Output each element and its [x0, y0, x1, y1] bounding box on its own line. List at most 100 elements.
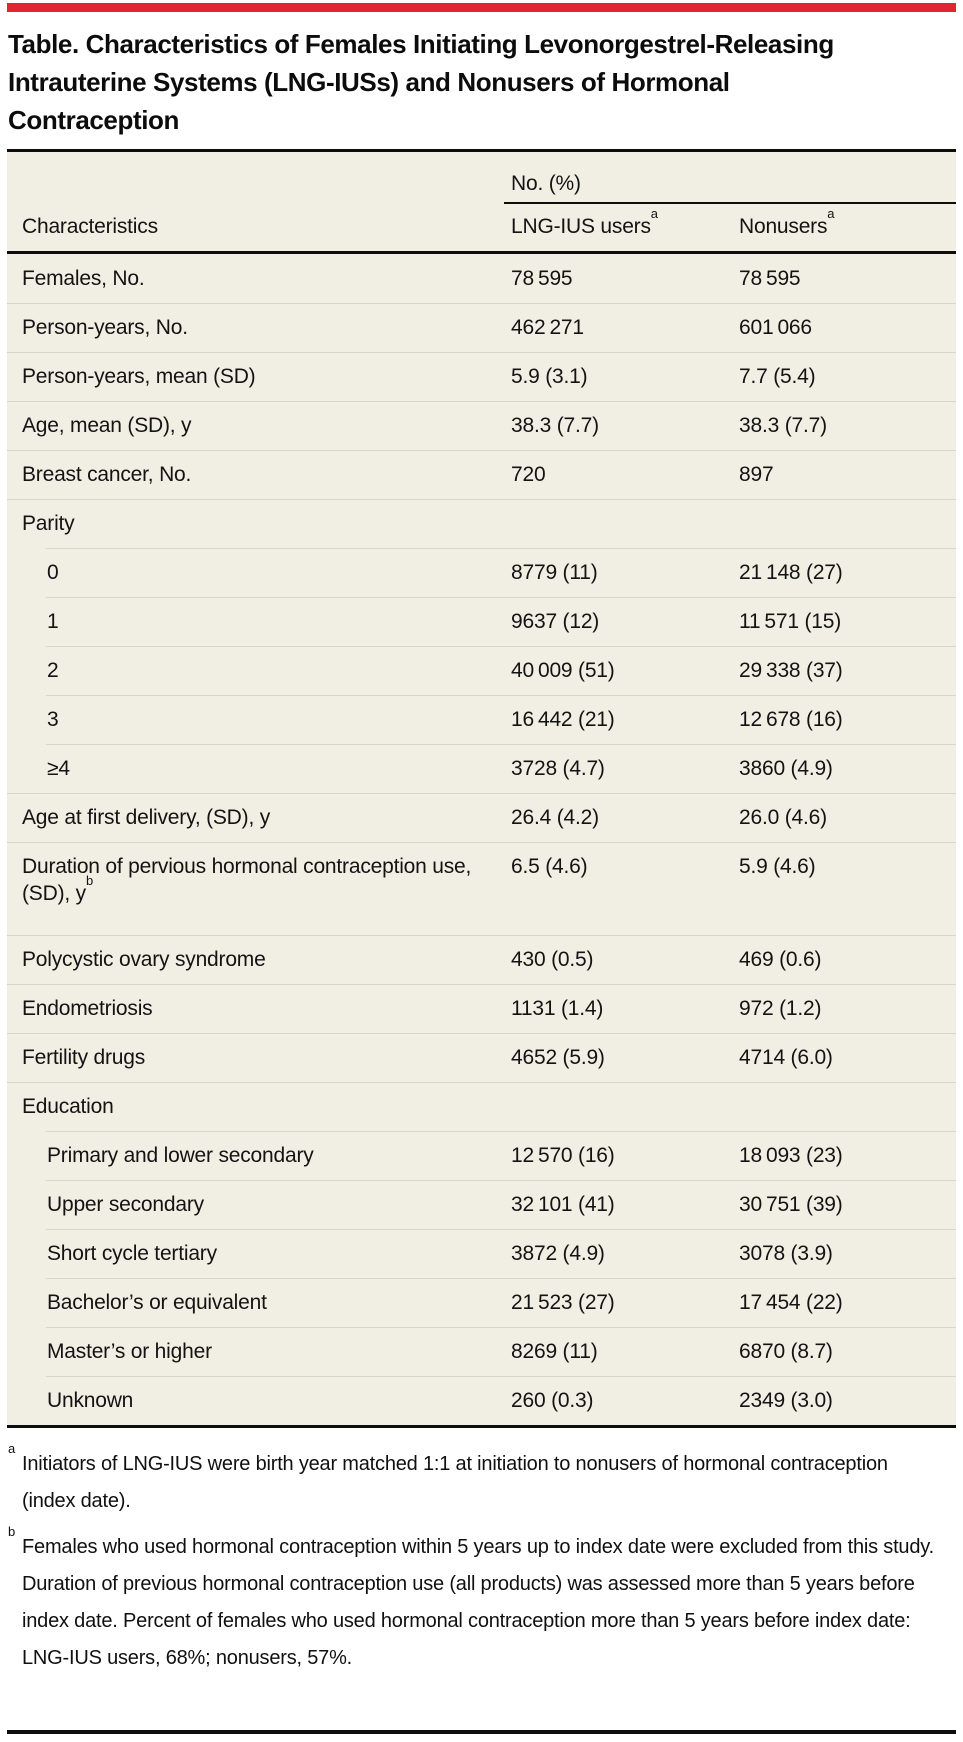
- table-row: 3 16 442 (21) 12 678 (16): [7, 695, 956, 744]
- row-value-lng-ius-users: 78 595: [511, 267, 573, 290]
- table-row: Age, mean (SD), y 38.3 (7.7) 38.3 (7.7): [7, 401, 956, 450]
- row-value-nonusers: 21 148 (27): [739, 561, 843, 584]
- row-label: Age at first delivery, (SD), y: [7, 804, 504, 831]
- table-row: ≥4 3728 (4.7) 3860 (4.9): [7, 744, 956, 793]
- row-label-text: Bachelor’s or equivalent: [47, 1291, 267, 1314]
- row-label: 3: [7, 706, 504, 733]
- row-label: Bachelor’s or equivalent: [7, 1289, 504, 1316]
- row-value-lng-ius-users: 16 442 (21): [511, 708, 615, 731]
- bottom-rule: [7, 1730, 956, 1734]
- row-label: Unknown: [7, 1387, 504, 1414]
- row-value-nonusers: 2349 (3.0): [739, 1389, 833, 1412]
- row-value-nonusers: 11 571 (15): [739, 610, 842, 633]
- column-header-lng-ius-users: LNG-IUS usersa: [504, 204, 732, 251]
- row-value-nonusers: 38.3 (7.7): [739, 414, 827, 437]
- row-label: Polycystic ovary syndrome: [7, 946, 504, 973]
- table-row: Parity: [7, 499, 956, 548]
- row-value-nonusers: 897: [739, 463, 774, 486]
- row-value-lng-ius-users: [504, 1093, 732, 1120]
- row-value-lng-ius-users: 6.5 (4.6): [511, 855, 588, 878]
- row-label-text: Person-years, mean (SD): [22, 365, 256, 388]
- row-value-nonusers: 78 595: [739, 267, 801, 290]
- row-label-text: 3: [47, 708, 59, 731]
- table-body: Females, No. 78 595 78 595 Person-years,…: [7, 254, 956, 1425]
- column-header-lng-ius-users-label: LNG-IUS users: [511, 215, 651, 238]
- row-value-nonusers: [732, 510, 956, 537]
- row-label: ≥4: [7, 755, 504, 782]
- row-value-nonusers: 5.9 (4.6): [739, 855, 816, 878]
- row-label-text: Unknown: [47, 1389, 134, 1412]
- row-value-nonusers: 3078 (3.9): [739, 1242, 833, 1265]
- row-value-lng-ius-users: 3728 (4.7): [511, 757, 605, 780]
- table-subheader: LNG-IUS usersa Nonusersa: [504, 204, 956, 251]
- table-row: Polycystic ovary syndrome 430 (0.5) 469 …: [7, 935, 956, 984]
- footnote-a-text: Initiators of LNG-IUS were birth year ma…: [22, 1453, 888, 1512]
- footnote-b-text: Females who used hormonal contraception …: [22, 1536, 934, 1669]
- row-value-nonusers: 469 (0.6): [739, 948, 822, 971]
- row-label: Upper secondary: [7, 1191, 504, 1218]
- row-label-text: Short cycle tertiary: [47, 1242, 217, 1265]
- row-value-lng-ius-users: 1131 (1.4): [511, 997, 604, 1020]
- row-value-nonusers: 4714 (6.0): [739, 1046, 833, 1069]
- row-value-nonusers: 18 093 (23): [739, 1144, 843, 1167]
- row-value-nonusers: 601 066: [739, 316, 812, 339]
- row-label-text: Parity: [22, 512, 75, 535]
- row-label: Short cycle tertiary: [7, 1240, 504, 1267]
- row-value-lng-ius-users: 3872 (4.9): [511, 1242, 605, 1265]
- table-header: Characteristics No. (%) LNG-IUS usersa N…: [7, 152, 956, 254]
- table-row: Person-years, mean (SD) 5.9 (3.1) 7.7 (5…: [7, 352, 956, 401]
- row-label-text: Breast cancer, No.: [22, 463, 192, 486]
- row-value-nonusers: 29 338 (37): [739, 659, 843, 682]
- row-label: Age, mean (SD), y: [7, 412, 504, 439]
- footnote-a: a Initiators of LNG-IUS were birth year m…: [8, 1441, 888, 1512]
- table-row: Bachelor’s or equivalent 21 523 (27) 17 …: [7, 1278, 956, 1327]
- table-row: 0 8779 (11) 21 148 (27): [7, 548, 956, 597]
- table-row: Upper secondary 32 101 (41) 30 751 (39): [7, 1180, 956, 1229]
- row-label-text: Females, No.: [22, 267, 145, 290]
- row-label: 1: [7, 608, 504, 635]
- row-value-nonusers: 30 751 (39): [739, 1193, 843, 1216]
- row-label-text: Polycystic ovary syndrome: [22, 948, 266, 971]
- row-label-text: 0: [47, 561, 59, 584]
- table-header-right: No. (%) LNG-IUS usersa Nonusersa: [504, 152, 956, 251]
- row-label-text: Endometriosis: [22, 997, 153, 1020]
- footnote-marker-a: a: [650, 206, 658, 221]
- table-row: Fertility drugs 4652 (5.9) 4714 (6.0): [7, 1033, 956, 1082]
- row-label-text: Duration of pervious hormonal contracept…: [22, 855, 472, 905]
- column-spanner-no-pct: No. (%): [504, 164, 956, 204]
- row-value-lng-ius-users: 40 009 (51): [511, 659, 615, 682]
- characteristics-table: Characteristics No. (%) LNG-IUS usersa N…: [7, 149, 956, 1428]
- row-value-lng-ius-users: 4652 (5.9): [511, 1046, 605, 1069]
- row-label-text: Upper secondary: [47, 1193, 204, 1216]
- footnote-b: b Females who used hormonal contraception…: [8, 1524, 934, 1669]
- row-value-nonusers: 17 454 (22): [739, 1291, 843, 1314]
- row-value-lng-ius-users: 430 (0.5): [511, 948, 594, 971]
- row-label-text: Age, mean (SD), y: [22, 414, 192, 437]
- row-value-nonusers: 972 (1.2): [739, 997, 822, 1020]
- row-label: Master’s or higher: [7, 1338, 504, 1365]
- row-value-lng-ius-users: 260 (0.3): [511, 1389, 594, 1412]
- footnote-marker-a: a: [827, 206, 835, 221]
- table-row: Unknown 260 (0.3) 2349 (3.0): [7, 1376, 956, 1425]
- row-value-nonusers: [732, 1093, 956, 1120]
- table-row: 2 40 009 (51) 29 338 (37): [7, 646, 956, 695]
- table-title: Table. Characteristics of Females Initia…: [8, 29, 834, 135]
- row-value-lng-ius-users: 12 570 (16): [511, 1144, 615, 1167]
- row-value-lng-ius-users: 462 271: [511, 316, 584, 339]
- row-label: Duration of pervious hormonal contracept…: [7, 853, 504, 907]
- table-row: Primary and lower secondary 12 570 (16) …: [7, 1131, 956, 1180]
- row-label: Education: [7, 1093, 504, 1120]
- row-value-lng-ius-users: 26.4 (4.2): [511, 806, 599, 829]
- row-label-text: 1: [47, 610, 59, 633]
- row-label: Parity: [7, 510, 504, 537]
- row-value-nonusers: 7.7 (5.4): [739, 365, 816, 388]
- journal-accent-bar: [7, 3, 956, 12]
- row-value-nonusers: 12 678 (16): [739, 708, 843, 731]
- row-value-lng-ius-users: 38.3 (7.7): [511, 414, 599, 437]
- row-value-lng-ius-users: 5.9 (3.1): [511, 365, 588, 388]
- row-label-text: Primary and lower secondary: [47, 1144, 314, 1167]
- row-label: 2: [7, 657, 504, 684]
- row-label: Person-years, No.: [7, 314, 504, 341]
- table-row: Master’s or higher 8269 (11) 6870 (8.7): [7, 1327, 956, 1376]
- column-header-nonusers: Nonusersa: [732, 204, 956, 251]
